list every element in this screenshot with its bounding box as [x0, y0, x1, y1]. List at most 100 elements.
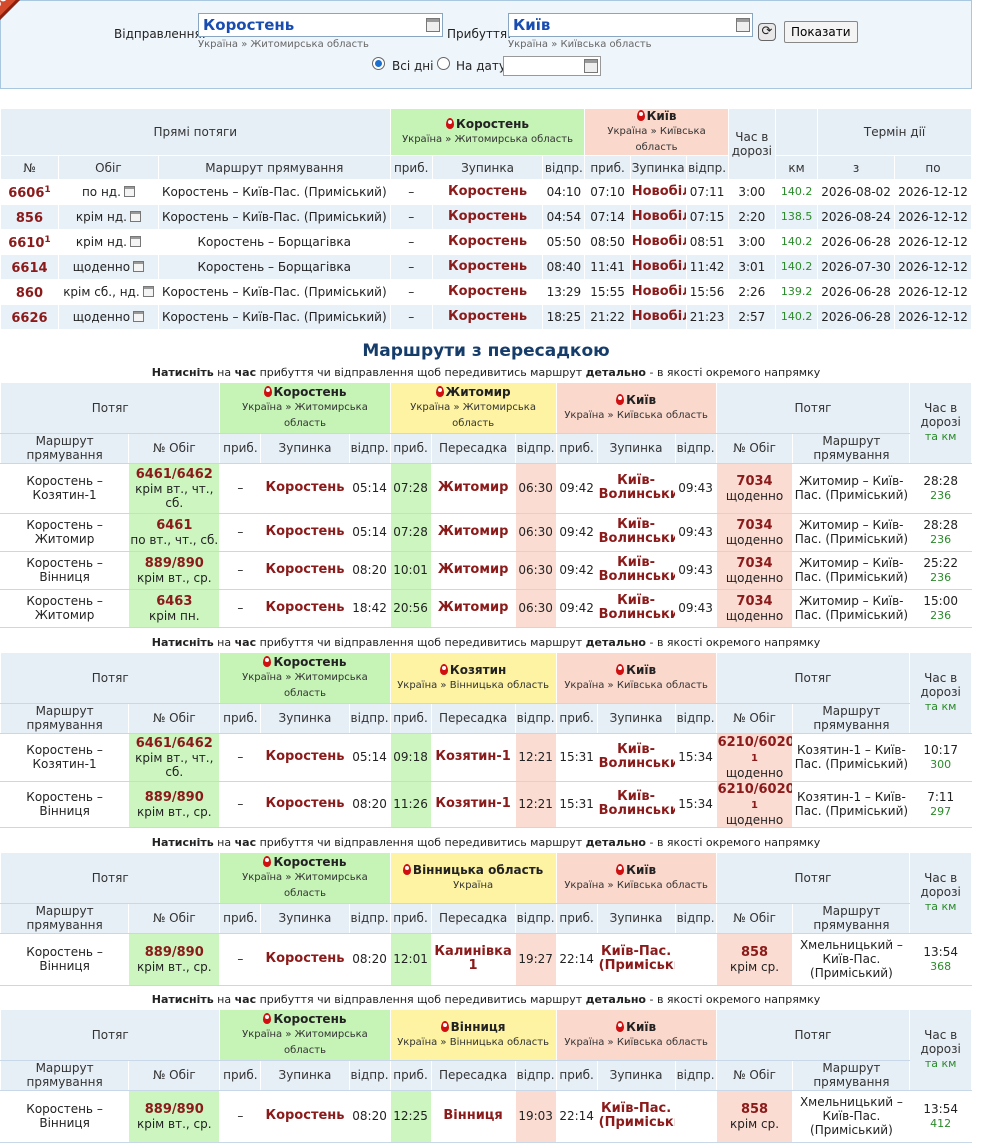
route[interactable]: Козятин-1 – Київ-Пас. (Приміський) [792, 733, 911, 782]
route[interactable]: Козятин-1 – Київ-Пас. (Приміський) [792, 781, 911, 828]
stop[interactable]: Київ-Волинський [596, 733, 676, 782]
stop[interactable]: Коростень [260, 933, 350, 986]
stop[interactable]: Київ-Волинський [596, 781, 676, 828]
route[interactable]: Коростень – Вінниця [0, 781, 130, 828]
train-cell[interactable]: 889/890 крім вт., ср. [128, 933, 221, 986]
arr-time[interactable]: 22:14 [555, 933, 598, 986]
transfer-row[interactable]: Коростень – Козятин-1 6461/6462 крім вт., … [0, 463, 972, 514]
transfer-row[interactable]: Коростень – Козятин-1 6461/6462 крім вт., … [0, 733, 972, 782]
stop[interactable]: Київ-Волинський [596, 513, 676, 552]
dep-time[interactable]: 06:30 [514, 551, 557, 590]
direct-train-row[interactable]: 66101 крім нд. Коростень – Борщагівка – Коро… [0, 229, 972, 255]
date-input[interactable] [503, 56, 601, 76]
train-number[interactable]: 6610 [8, 236, 45, 251]
transfer-stop[interactable]: Житомир [430, 589, 516, 628]
dep-time[interactable]: 12:21 [514, 733, 557, 782]
dep-time[interactable]: 18:25 [542, 304, 586, 330]
stop[interactable]: Коростень [431, 179, 544, 205]
from-picker-icon[interactable] [426, 18, 440, 32]
stop[interactable]: Коростень [260, 589, 350, 628]
calendar-icon[interactable] [129, 211, 141, 222]
transfer-row[interactable]: Коростень – Вінниця 889/890 крім вт., ср. –… [0, 1090, 972, 1143]
stop[interactable]: Київ-Волинський [596, 463, 676, 514]
stop[interactable]: Коростень [431, 204, 544, 230]
route[interactable]: Хмельницький – Київ-Пас. (Приміський) [792, 933, 911, 986]
train-number[interactable]: 6606 [8, 186, 45, 201]
swap-refresh-icon[interactable]: ⟳ [758, 23, 776, 41]
dep-time[interactable]: 06:30 [514, 589, 557, 628]
to-picker-icon[interactable] [736, 18, 750, 32]
stop[interactable]: Новобіличі [629, 279, 687, 305]
train-cell[interactable]: 7034 щоденно [715, 463, 794, 514]
stop[interactable]: Коростень [260, 551, 350, 590]
transfer-row[interactable]: Коростень – Вінниця 889/890 крім вт., ср. –… [0, 781, 972, 828]
route[interactable]: Коростень – Вінниця [0, 551, 130, 590]
route[interactable]: Коростень – Вінниця [0, 1090, 130, 1143]
arr-time[interactable]: 12:25 [389, 1090, 432, 1143]
stop[interactable]: Коростень [260, 463, 350, 514]
arr-time[interactable]: 22:14 [555, 1090, 598, 1143]
stop[interactable]: Київ-Пас. (Приміський) [596, 933, 676, 986]
stop[interactable]: Коростень [431, 254, 544, 280]
route[interactable]: Коростень – Київ-Пас. (Приміський) [157, 279, 391, 305]
transfer-row[interactable]: Коростень – Вінниця 889/890 крім вт., ср. –… [0, 551, 972, 590]
arr-time[interactable]: 07:10 [584, 179, 631, 205]
train-cell[interactable]: 858 крім ср. [715, 933, 794, 986]
to-input[interactable]: Київ [508, 13, 753, 37]
dep-time[interactable]: 08:20 [348, 781, 391, 828]
arr-time[interactable]: 07:28 [389, 513, 432, 552]
stop[interactable]: Коростень [260, 513, 350, 552]
train-cell[interactable]: 6463 крім пн. [128, 589, 221, 628]
train-cell[interactable]: 6210/6020 1 щоденно [715, 781, 794, 828]
train-cell[interactable]: 6461/6462 крім вт., чт., сб. [128, 733, 221, 782]
date-picker-icon[interactable] [584, 59, 598, 73]
calendar-icon[interactable] [133, 311, 145, 322]
transfer-stop[interactable]: Козятин-1 [430, 781, 516, 828]
stop[interactable]: Новобіличі [629, 179, 687, 205]
calendar-icon[interactable] [129, 236, 141, 247]
transfer-stop[interactable]: Калинівка 1 [430, 933, 516, 986]
train-cell[interactable]: 6461 по вт., чт., сб. [128, 513, 221, 552]
stop[interactable]: Київ-Пас. (Приміський) [596, 1090, 676, 1143]
dep-time[interactable]: 19:03 [514, 1090, 557, 1143]
arr-time[interactable]: 12:01 [389, 933, 432, 986]
dep-time[interactable]: 05:50 [542, 229, 586, 255]
stop[interactable]: Коростень [431, 304, 544, 330]
train-number[interactable]: 6626 [11, 311, 48, 326]
route[interactable]: Коростень – Козятин-1 [0, 733, 130, 782]
train-cell[interactable]: 858 крім ср. [715, 1090, 794, 1143]
arr-time[interactable]: 20:56 [389, 589, 432, 628]
dep-time[interactable]: 08:20 [348, 551, 391, 590]
arr-time[interactable]: 10:01 [389, 551, 432, 590]
route[interactable]: Коростень – Козятин-1 [0, 463, 130, 514]
dep-time[interactable]: 08:20 [348, 1090, 391, 1143]
stop[interactable]: Новобіличі [629, 304, 687, 330]
transfer-stop[interactable]: Житомир [430, 513, 516, 552]
arr-time[interactable]: 09:18 [389, 733, 432, 782]
all-days-radio[interactable] [372, 57, 385, 70]
direct-train-row[interactable]: 6626 щоденно Коростень – Київ-Пас. (Приміс… [0, 304, 972, 330]
transfer-row[interactable]: Коростень – Житомир 6461 по вт., чт., сб. –… [0, 513, 972, 552]
dep-time[interactable]: 04:54 [542, 204, 586, 230]
train-cell[interactable]: 889/890 крім вт., ср. [128, 781, 221, 828]
dep-time[interactable]: 08:40 [542, 254, 586, 280]
transfer-stop[interactable]: Житомир [430, 551, 516, 590]
stop[interactable]: Коростень [260, 1090, 350, 1143]
train-number[interactable]: 6614 [11, 261, 48, 276]
train-cell[interactable]: 7034 щоденно [715, 589, 794, 628]
stop[interactable]: Новобіличі [629, 229, 687, 255]
stop[interactable]: Коростень [431, 229, 544, 255]
arr-time[interactable]: 15:55 [584, 279, 631, 305]
calendar-icon[interactable] [123, 186, 135, 197]
dep-time[interactable]: 06:30 [514, 513, 557, 552]
train-cell[interactable]: 7034 щоденно [715, 551, 794, 590]
route[interactable]: Коростень – Житомир [0, 589, 130, 628]
calendar-icon[interactable] [142, 286, 154, 297]
transfer-row[interactable]: Коростень – Вінниця 889/890 крім вт., ср. –… [0, 933, 972, 986]
stop[interactable]: Київ-Волинський [596, 551, 676, 590]
direct-train-row[interactable]: 860 крім сб., нд. Коростень – Київ-Пас. (П… [0, 279, 972, 305]
arr-time[interactable]: 09:42 [555, 463, 598, 514]
arr-time[interactable]: 09:42 [555, 589, 598, 628]
arr-time[interactable]: 15:31 [555, 733, 598, 782]
direct-train-row[interactable]: 856 крім нд. Коростень – Київ-Пас. (Приміс… [0, 204, 972, 230]
